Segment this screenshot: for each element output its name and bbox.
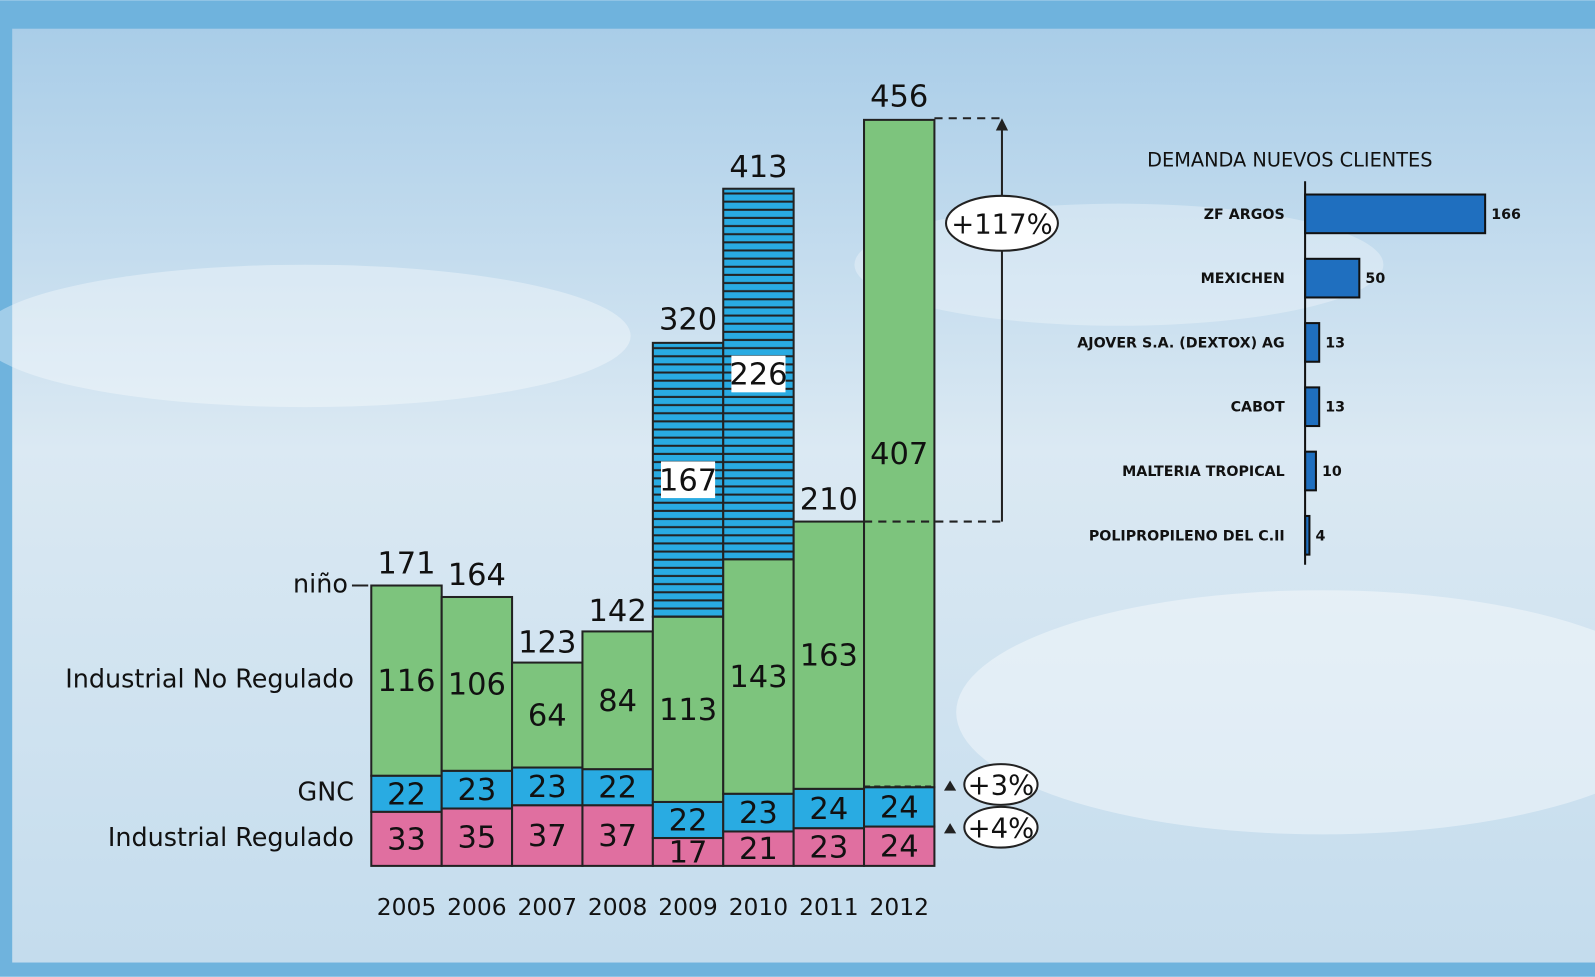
series-label: GNC [298,777,354,807]
y-tick-label: ZF ARGOS [1204,207,1285,223]
segment-label: 21 [739,832,778,867]
bar-segment [792,520,866,790]
segment-label: 64 [528,699,567,734]
x-tick-label: 2007 [518,893,578,921]
segment-label: 22 [669,804,708,839]
x-tick-label: 2011 [799,893,859,921]
marker [943,780,957,791]
bar-segment [651,836,725,867]
label-bg [660,461,716,499]
chart-title: DEMANDA NUEVOS CLIENTES [1147,148,1432,171]
bar [1304,450,1317,492]
segment-label: 84 [598,684,637,719]
y-tick-label: CABOT [1231,400,1285,416]
segment-label: 113 [659,693,717,728]
bar-segment [581,630,654,771]
segment-label: 143 [729,660,787,695]
value-label: 4 [1316,528,1326,544]
bar-segment [581,804,654,867]
y-tick-label: POLIPROPILENO DEL C.II [1089,528,1285,544]
bar [1304,386,1321,428]
bar-segment [863,786,936,828]
total-label: 413 [729,150,787,185]
cloud [0,264,631,408]
segment-label: 22 [387,777,426,812]
bar-segment [792,827,866,867]
segment-label: 33 [387,822,426,857]
x-tick-label: 2012 [869,893,929,921]
annotation-ellipse [963,805,1039,849]
y-tick-label: MEXICHEN [1201,271,1285,287]
segment-label: 24 [880,830,919,865]
bar [1304,322,1321,363]
segment-label: 24 [809,792,848,827]
cloud [956,590,1595,835]
annotation: +117% [951,209,1053,240]
y-tick-label: MALTERIA TROPICAL [1122,464,1285,480]
annotation: +3% [968,771,1035,802]
segment-label: 37 [598,819,637,854]
bar-segment [792,787,866,830]
annotation-ellipse [963,763,1039,806]
total-label: 123 [518,625,576,660]
bar-chart: DEMANDA NUEVOS CLIENTES 166 ZF ARGOS 50 MEXI… [1077,148,1521,565]
value-label: 166 [1491,207,1521,223]
bar-segment [440,595,514,772]
segment-label: 35 [457,821,496,856]
segment-label: 106 [448,667,506,702]
total-label: 456 [870,79,928,114]
bar [1304,257,1361,299]
bar-segment [370,584,443,777]
series-label: Industrial No Regulado [65,664,354,694]
bar-segment [440,769,514,810]
total-label: 210 [800,483,858,518]
segment-label: 24 [880,790,919,825]
label-bg [731,355,786,393]
total-label: 320 [659,302,717,337]
y-tick-label: AJOVER S.A. (DEXTOX) AG [1077,335,1284,351]
x-tick-label: 2005 [377,893,437,921]
segment-label: 163 [800,639,858,674]
segment-label: 23 [457,773,496,808]
bar [1304,193,1487,235]
segment-label: 23 [809,831,848,866]
segment-label: 22 [598,771,637,806]
segment-label: 116 [377,664,435,699]
bar-segment [863,118,936,789]
value-label: 10 [1322,464,1342,480]
segment-label: 37 [528,819,567,854]
x-tick-label: 2010 [729,893,789,921]
total-label: 171 [377,547,435,582]
series-label: niño [293,569,348,599]
segment-label: 23 [739,796,778,831]
segment-label: 226 [729,358,787,393]
x-tick-label: 2009 [658,893,718,921]
segment-label: 407 [870,437,928,472]
segment-label: 23 [528,770,567,805]
total-label: 164 [448,558,506,593]
value-label: 50 [1365,271,1385,287]
value-label: 13 [1325,400,1345,416]
x-tick-label: 2006 [447,893,507,921]
arrow-head [995,118,1009,131]
marker [943,823,957,834]
annotation-ellipse [944,194,1059,252]
annotation: +4% [968,813,1035,844]
bar-segment [511,766,584,807]
bar-segment [863,825,936,867]
x-tick-label: 2008 [588,893,648,921]
segment-label: 167 [659,463,717,498]
value-label: 13 [1325,335,1345,351]
stacked-chart: 33 22 116 171 2005 35 23 106 164 2006 37 23 64 123 200… [65,79,1059,921]
segment-label: 17 [669,835,708,870]
bar-segment [651,615,725,803]
series-label: Industrial Regulado [108,822,354,852]
total-label: 142 [589,594,647,629]
